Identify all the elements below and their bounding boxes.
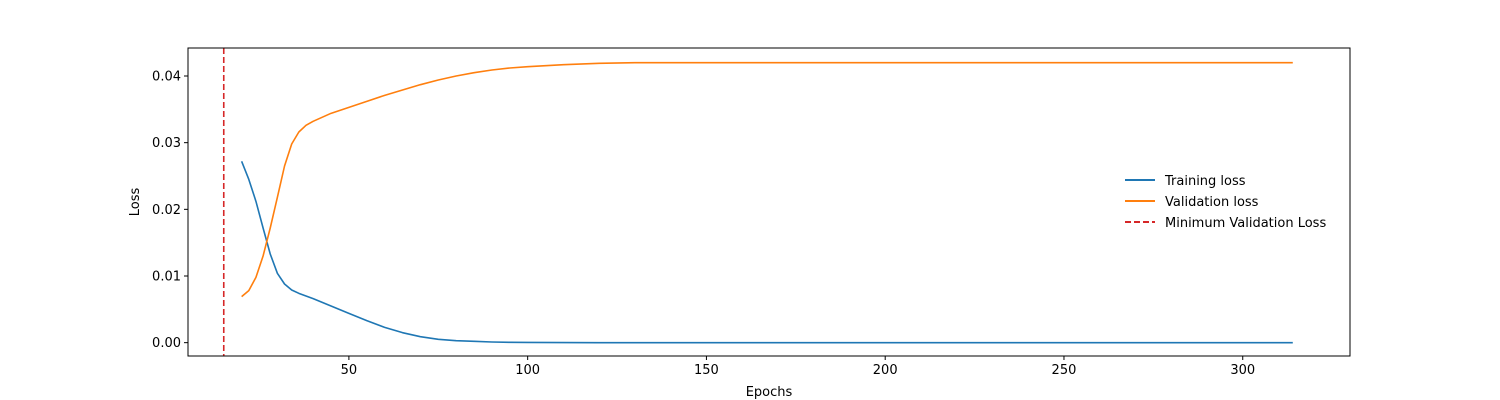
x-tick-label: 150 [694, 363, 719, 378]
plot-lines [222, 48, 1293, 356]
plot-frame [187, 47, 1351, 357]
x-tick-label: 50 [341, 363, 358, 378]
x-tick-label: 100 [515, 363, 540, 378]
axis-ticks: 50 100 150 200 250 300 0.00 0.01 0.02 0.03 0.04 [152, 70, 1255, 379]
series-line-validation-loss [241, 61, 1293, 298]
legend: Training loss Validation loss Minimum Va… [1125, 174, 1326, 231]
y-axis-label: Loss [128, 188, 143, 217]
x-tick-label: 200 [873, 363, 898, 378]
legend-label-min-val-loss: Minimum Validation Loss [1165, 216, 1326, 231]
legend-label-validation-loss: Validation loss [1165, 195, 1259, 210]
series-line-training-loss [240, 161, 1293, 344]
legend-label-training-loss: Training loss [1164, 174, 1246, 189]
y-tick-label: 0.01 [152, 270, 181, 285]
y-tick-label: 0.04 [152, 70, 181, 85]
y-tick-label: 0.03 [152, 136, 181, 151]
y-tick-label: 0.00 [152, 336, 181, 351]
x-axis-label: Epochs [746, 385, 793, 400]
x-tick-label: 250 [1052, 363, 1077, 378]
y-tick-label: 0.02 [152, 203, 181, 218]
x-tick-label: 300 [1230, 363, 1255, 378]
